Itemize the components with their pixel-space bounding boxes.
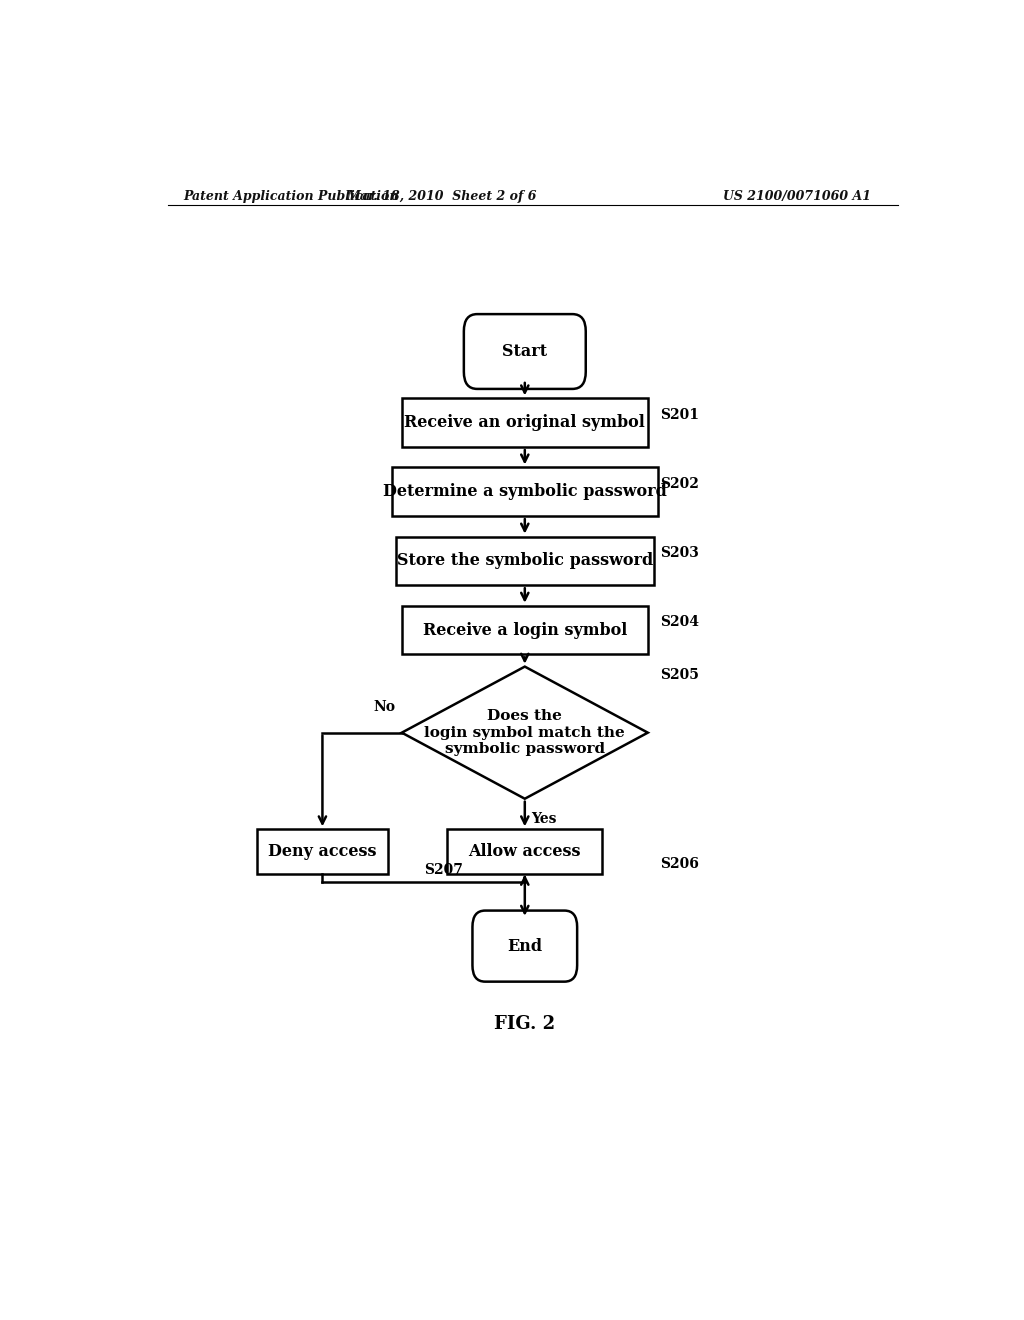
Text: Allow access: Allow access xyxy=(469,843,581,861)
FancyBboxPatch shape xyxy=(464,314,586,389)
Text: End: End xyxy=(507,937,543,954)
Text: Store the symbolic password: Store the symbolic password xyxy=(396,552,653,569)
Text: S204: S204 xyxy=(659,615,698,628)
Text: FIG. 2: FIG. 2 xyxy=(495,1015,555,1034)
Text: Determine a symbolic password: Determine a symbolic password xyxy=(383,483,667,500)
Text: Yes: Yes xyxy=(531,812,557,826)
Bar xyxy=(392,467,657,516)
Text: S201: S201 xyxy=(659,408,698,421)
Text: Receive an original symbol: Receive an original symbol xyxy=(404,414,645,432)
Text: S203: S203 xyxy=(659,545,698,560)
FancyBboxPatch shape xyxy=(472,911,578,982)
Text: Mar. 18, 2010  Sheet 2 of 6: Mar. 18, 2010 Sheet 2 of 6 xyxy=(346,190,537,202)
Bar xyxy=(396,536,653,585)
Text: S205: S205 xyxy=(659,668,698,681)
Bar xyxy=(401,606,648,655)
Text: Deny access: Deny access xyxy=(268,843,377,861)
Text: S202: S202 xyxy=(659,477,698,491)
Text: No: No xyxy=(374,700,395,714)
Text: US 2100/0071060 A1: US 2100/0071060 A1 xyxy=(723,190,871,202)
Text: Does the
login symbol match the
symbolic password: Does the login symbol match the symbolic… xyxy=(424,709,626,756)
Text: Start: Start xyxy=(502,343,548,360)
Text: Receive a login symbol: Receive a login symbol xyxy=(423,622,627,639)
Bar xyxy=(447,829,602,874)
Polygon shape xyxy=(401,667,648,799)
Bar xyxy=(257,829,388,874)
Text: S207: S207 xyxy=(424,863,463,876)
Text: S206: S206 xyxy=(659,857,698,871)
Bar xyxy=(401,399,648,447)
Text: Patent Application Publication: Patent Application Publication xyxy=(183,190,399,202)
